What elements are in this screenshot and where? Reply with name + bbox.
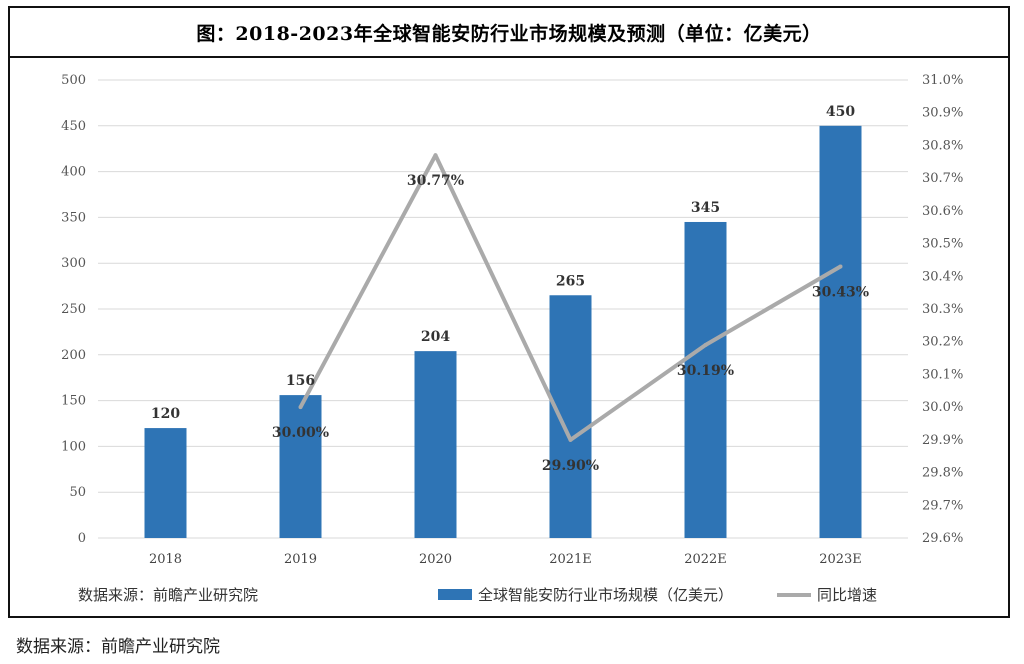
x-tick-label: 2023E bbox=[819, 552, 862, 567]
bar-value-label: 265 bbox=[556, 273, 585, 289]
x-tick-label: 2018 bbox=[149, 552, 182, 567]
y2-tick-label: 30.4% bbox=[922, 269, 963, 284]
growth-rate-label: 30.77% bbox=[407, 173, 464, 189]
y2-tick-label: 30.8% bbox=[922, 138, 963, 153]
growth-rate-point bbox=[568, 437, 573, 442]
y2-tick-label: 29.6% bbox=[922, 531, 963, 546]
y2-tick-label: 30.1% bbox=[922, 367, 963, 382]
x-tick-label: 2021E bbox=[549, 552, 592, 567]
bar bbox=[279, 395, 322, 538]
growth-rate-label: 30.00% bbox=[272, 425, 329, 441]
y-tick-label: 350 bbox=[61, 210, 86, 225]
y2-tick-label: 29.8% bbox=[922, 466, 963, 481]
bar-value-label: 120 bbox=[151, 406, 180, 422]
legend-swatch-line bbox=[777, 592, 812, 597]
legend-label-bar: 全球智能安防行业市场规模（亿美元） bbox=[478, 586, 734, 604]
growth-rate-point bbox=[433, 153, 438, 158]
growth-rate-point bbox=[838, 264, 843, 269]
y2-tick-label: 30.5% bbox=[922, 237, 963, 252]
y-tick-label: 200 bbox=[61, 348, 86, 363]
source-note-outer: 数据来源：前瞻产业研究院 bbox=[16, 637, 220, 657]
y-tick-label: 250 bbox=[61, 302, 86, 317]
growth-rate-label: 29.90% bbox=[542, 458, 599, 474]
y2-tick-label: 30.0% bbox=[922, 400, 963, 415]
growth-rate-label: 30.43% bbox=[812, 284, 869, 300]
y-tick-label: 50 bbox=[69, 485, 86, 500]
bar-value-label: 156 bbox=[286, 373, 315, 389]
x-tick-label: 2022E bbox=[684, 552, 727, 567]
chart-title: 图：2018-2023年全球智能安防行业市场规模及预测（单位：亿美元） bbox=[196, 22, 822, 45]
legend-label-line: 同比增速 bbox=[817, 586, 878, 604]
legend-swatch-bar bbox=[438, 589, 472, 600]
bar-value-label: 450 bbox=[826, 104, 855, 120]
bar bbox=[549, 295, 592, 538]
y2-tick-label: 31.0% bbox=[922, 73, 963, 88]
x-tick-label: 2019 bbox=[284, 552, 317, 567]
y2-tick-label: 30.2% bbox=[922, 335, 963, 350]
y2-tick-label: 29.7% bbox=[922, 498, 963, 513]
chart-svg: 0 50 100 150 200 250 300 350 400 450 500 29.6% 29.7… bbox=[61, 73, 963, 567]
growth-rate-point bbox=[703, 342, 708, 347]
y-tick-label: 300 bbox=[61, 256, 86, 271]
y-tick-label: 400 bbox=[61, 165, 86, 180]
y-tick-label: 500 bbox=[61, 73, 86, 88]
legend-item-line: 同比增速 bbox=[777, 584, 877, 605]
y2-tick-label: 30.6% bbox=[922, 204, 963, 219]
y2-tick-label: 30.7% bbox=[922, 171, 963, 186]
title-bar: 图：2018-2023年全球智能安防行业市场规模及预测（单位：亿美元） bbox=[10, 8, 1008, 58]
y-tick-label: 0 bbox=[78, 531, 86, 546]
bar-value-label: 345 bbox=[691, 200, 720, 216]
legend: 全球智能安防行业市场规模（亿美元） 同比增速 bbox=[438, 584, 921, 605]
y2-tick-label: 29.9% bbox=[922, 433, 963, 448]
bar bbox=[819, 125, 862, 539]
y-tick-label: 150 bbox=[61, 394, 86, 409]
bar bbox=[684, 221, 727, 539]
bar bbox=[414, 351, 457, 538]
legend-item-bar: 全球智能安防行业市场规模（亿美元） bbox=[438, 584, 733, 605]
bar bbox=[144, 428, 187, 538]
y-tick-label: 100 bbox=[61, 439, 86, 454]
y-tick-label: 450 bbox=[61, 119, 86, 134]
y2-tick-label: 30.3% bbox=[922, 302, 963, 317]
source-note-inner: 数据来源：前瞻产业研究院 bbox=[78, 586, 259, 604]
y2-tick-label: 30.9% bbox=[922, 106, 963, 121]
x-tick-label: 2020 bbox=[419, 552, 452, 567]
growth-rate-label: 30.19% bbox=[677, 363, 734, 379]
growth-rate-point bbox=[298, 405, 303, 410]
bar-value-label: 204 bbox=[421, 329, 450, 345]
